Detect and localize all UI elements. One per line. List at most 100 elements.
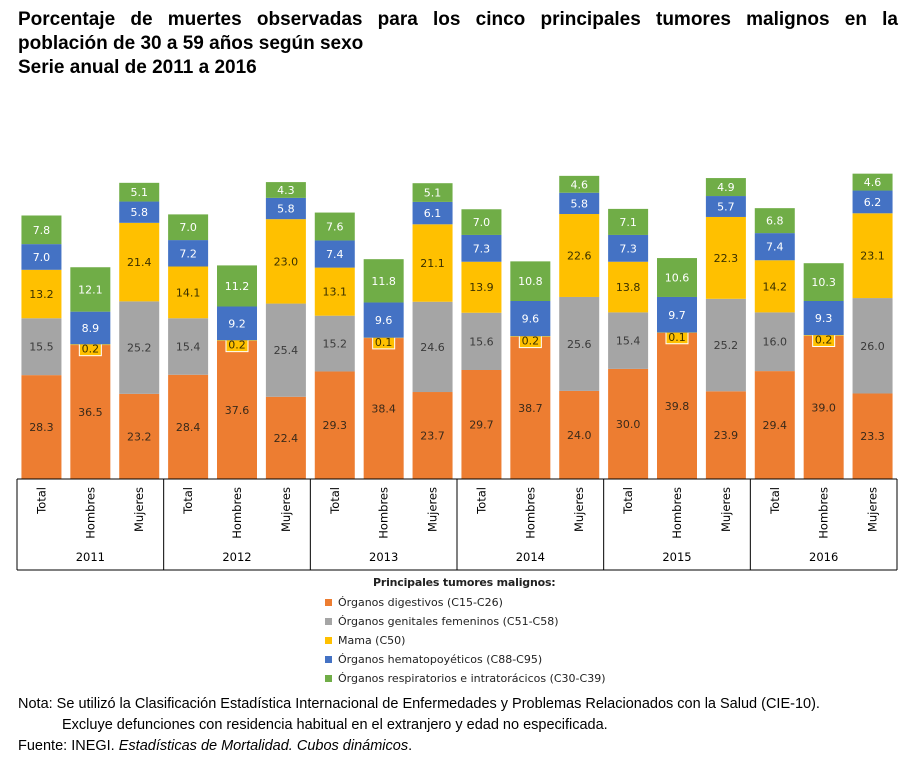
bar-segment [803,301,844,336]
bar-segment [608,234,649,262]
source-title: Estadísticas de Mortalidad. Cubos dinámi… [118,738,409,754]
data-label: 11.8 [371,275,396,288]
chart-title-line1: Porcentaje de muertes observadas para lo… [18,9,898,30]
source-line: Fuente: INEGI. Estadísticas de Mortalida… [18,736,820,757]
x-tick-label: Total [328,487,342,515]
data-label: 15.2 [323,338,348,351]
data-label: 9.3 [815,312,833,325]
legend: Principales tumores malignos: Órganos di… [325,576,606,688]
data-label: 38.4 [371,403,396,416]
bar-segment [168,374,209,479]
data-label: 13.8 [616,281,641,294]
data-label: 4.3 [277,184,295,197]
data-label: 23.7 [420,430,445,443]
bar-segment [119,182,160,202]
data-label: 7.4 [766,241,784,254]
data-label: 5.8 [570,197,588,210]
data-label: 0.1 [375,336,393,349]
bar-segment [852,298,893,394]
data-label: 15.5 [29,341,54,354]
data-label: 14.2 [763,280,788,293]
data-label: 39.8 [665,400,690,413]
legend-label: Órganos hematopoyéticos (C88-C95) [338,653,543,666]
bar-segment [363,302,404,338]
bar-segment [412,392,453,479]
data-label: 12.1 [78,283,103,296]
bar-segment [412,301,453,393]
x-tick-label: Hombres [523,487,537,539]
x-tick-label: Hombres [83,487,97,539]
chart-title-line2: población de 30 a 59 años según sexo [18,33,364,54]
bar-segment [852,173,893,191]
data-label: 16.0 [763,336,788,349]
data-label: 10.6 [665,272,690,285]
data-label: 21.4 [127,256,152,269]
bar-segment [412,201,453,225]
data-label: 4.6 [570,178,588,191]
data-label: 25.6 [567,338,592,351]
data-label: 15.6 [469,335,494,348]
data-label: 13.2 [29,288,54,301]
bar-segment [265,303,306,397]
data-label: 5.8 [130,206,148,219]
bar-segment [705,178,746,197]
legend-label: Mama (C50) [338,634,406,647]
legend-item: Órganos genitales femeninos (C51-C58) [325,612,606,631]
data-label: 7.0 [473,216,491,229]
legend-swatch [325,599,332,606]
data-label: 25.2 [127,342,152,355]
legend-item: Órganos digestivos (C15-C26) [325,593,606,612]
data-label: 10.3 [811,276,836,289]
data-label: 13.1 [323,286,348,299]
x-tick-label: Total [474,487,488,515]
data-label: 25.2 [714,339,739,352]
bar-segment [510,261,551,302]
bar-segment [21,318,62,376]
x-tick-label: Mujeres [866,487,880,532]
data-label: 15.4 [176,341,201,354]
legend-item: Mama (C50) [325,631,606,650]
legend-swatch [325,675,332,682]
data-label: 7.3 [619,242,637,255]
bar-segment [852,190,893,214]
bar-segment [265,396,306,479]
bar-segment [70,267,111,312]
bar-segment [754,312,795,372]
data-label: 7.3 [473,242,491,255]
chart-title: Porcentaje de muertes observadas para lo… [18,8,898,80]
bar-segment [217,341,257,479]
data-label: 29.7 [469,419,494,432]
data-label: 6.8 [766,215,784,228]
notes: Nota: Se utilizó la Clasificación Estadí… [18,694,820,757]
bar-segment [852,213,893,299]
bar-segment [461,209,502,235]
data-label: 7.1 [619,216,637,229]
bar-segment [657,332,697,479]
bar-segment [217,265,257,307]
bar-segment [70,345,111,479]
data-label: 23.2 [127,430,152,443]
bar-segment [168,266,209,319]
bar-segment [608,312,649,369]
legend-item: Órganos respiratorios e intratorácicos (… [325,669,606,688]
data-label: 9.7 [668,309,686,322]
bar-segment [803,335,844,479]
chart-subtitle: Serie anual de 2011 a 2016 [18,57,257,78]
source-suffix: . [408,738,413,754]
bar-segment [559,390,600,479]
bar-segment [314,212,355,241]
bar-segment [657,258,697,297]
bar-segment [754,371,795,479]
bar-segment [559,175,600,193]
bar-segment [265,197,306,220]
bar-segment [510,301,551,337]
note-line-1: Nota: Se utilizó la Clasificación Estadí… [18,696,820,712]
data-label: 36.5 [78,406,103,419]
data-label: 7.2 [179,247,197,260]
data-label: 30.0 [616,418,641,431]
year-label: 2016 [809,550,838,564]
x-tick-label: Mujeres [279,487,293,532]
bar-segment [608,368,649,479]
data-label: 39.0 [811,401,836,414]
data-label: 13.9 [469,281,494,294]
